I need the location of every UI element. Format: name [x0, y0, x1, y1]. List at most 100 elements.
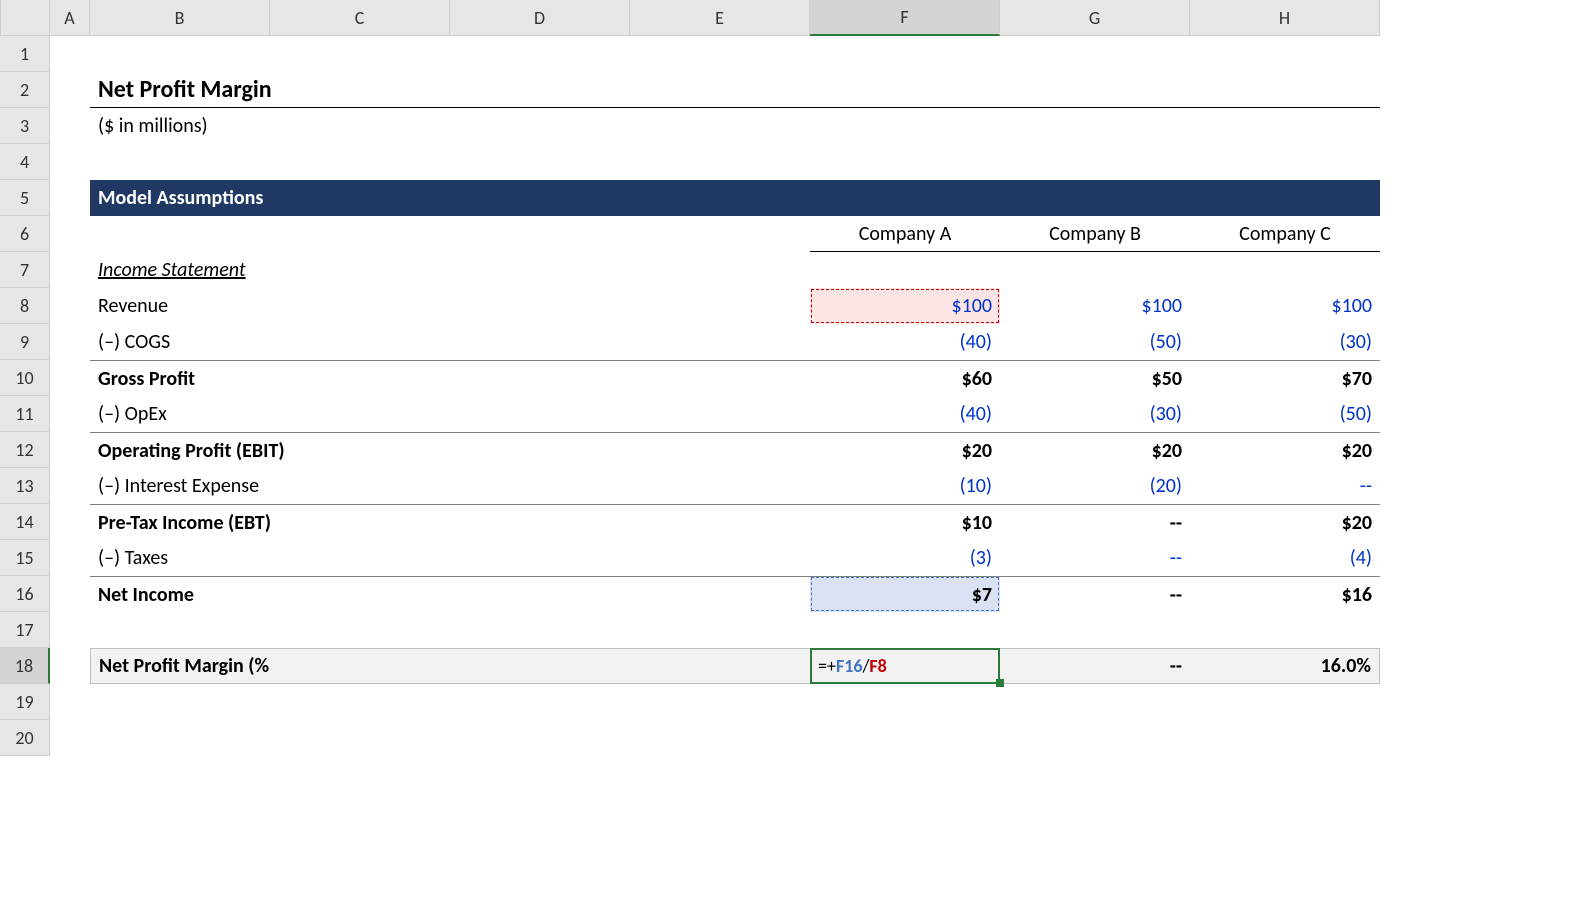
cell-E7[interactable] [630, 252, 810, 288]
cell-G2[interactable] [1000, 72, 1190, 108]
cell-A14[interactable] [50, 504, 90, 540]
cell-A5[interactable] [50, 180, 90, 216]
cell-E17[interactable] [630, 612, 810, 648]
cell-H2[interactable] [1190, 72, 1380, 108]
cell-H17[interactable] [1190, 612, 1380, 648]
cell-H19[interactable] [1190, 684, 1380, 720]
col-header-B[interactable]: B [90, 0, 270, 36]
cell-C10[interactable] [270, 360, 450, 396]
ebt-label[interactable]: Pre-Tax Income (EBT) [90, 504, 270, 540]
cell-C15[interactable] [270, 540, 450, 576]
cell-F13[interactable]: (10) [810, 468, 1000, 504]
cell-A3[interactable] [50, 108, 90, 144]
row-header-17[interactable]: 17 [0, 612, 50, 648]
cell-C7[interactable] [270, 252, 450, 288]
subtitle-cell[interactable]: ($ in millions) [90, 108, 270, 144]
cell-F20[interactable] [810, 720, 1000, 756]
cell-C12[interactable] [270, 432, 450, 468]
cell-C4[interactable] [270, 144, 450, 180]
row-header-9[interactable]: 9 [0, 324, 50, 360]
cell-H5[interactable] [1190, 180, 1380, 216]
cell-D6[interactable] [450, 216, 630, 252]
cell-D16[interactable] [450, 576, 630, 612]
cell-G9[interactable]: (50) [1000, 324, 1190, 360]
row-header-8[interactable]: 8 [0, 288, 50, 324]
intexp-label[interactable]: (–) Interest Expense [90, 468, 270, 504]
cell-A12[interactable] [50, 432, 90, 468]
cell-C20[interactable] [270, 720, 450, 756]
cell-E15[interactable] [630, 540, 810, 576]
row-header-15[interactable]: 15 [0, 540, 50, 576]
cell-A10[interactable] [50, 360, 90, 396]
cell-B20[interactable] [90, 720, 270, 756]
cell-C1[interactable] [270, 36, 450, 72]
cell-D5[interactable] [450, 180, 630, 216]
row-header-5[interactable]: 5 [0, 180, 50, 216]
cell-B19[interactable] [90, 684, 270, 720]
cell-H14[interactable]: $20 [1190, 504, 1380, 540]
income-statement-label[interactable]: Income Statement [90, 252, 270, 288]
company-c-header[interactable]: Company C [1190, 216, 1380, 252]
cell-F19[interactable] [810, 684, 1000, 720]
row-header-4[interactable]: 4 [0, 144, 50, 180]
cell-A13[interactable] [50, 468, 90, 504]
row-header-19[interactable]: 19 [0, 684, 50, 720]
cell-D17[interactable] [450, 612, 630, 648]
cell-C17[interactable] [270, 612, 450, 648]
cell-A18[interactable] [50, 648, 90, 684]
cell-G3[interactable] [1000, 108, 1190, 144]
cell-H15[interactable]: (4) [1190, 540, 1380, 576]
cell-E11[interactable] [630, 396, 810, 432]
cell-B4[interactable] [90, 144, 270, 180]
cell-A7[interactable] [50, 252, 90, 288]
cell-E19[interactable] [630, 684, 810, 720]
company-b-header[interactable]: Company B [1000, 216, 1190, 252]
row-header-16[interactable]: 16 [0, 576, 50, 612]
cell-D15[interactable] [450, 540, 630, 576]
col-header-G[interactable]: G [1000, 0, 1190, 36]
gross-profit-label[interactable]: Gross Profit [90, 360, 270, 396]
cogs-label[interactable]: (–) COGS [90, 324, 270, 360]
cell-G8[interactable]: $100 [1000, 288, 1190, 324]
row-header-20[interactable]: 20 [0, 720, 50, 756]
cell-D2[interactable] [450, 72, 630, 108]
cell-G16[interactable]: -- [1000, 576, 1190, 612]
cell-G12[interactable]: $20 [1000, 432, 1190, 468]
cell-G15[interactable]: -- [1000, 540, 1190, 576]
cell-F14[interactable]: $10 [810, 504, 1000, 540]
cell-H13[interactable]: -- [1190, 468, 1380, 504]
opex-label[interactable]: (–) OpEx [90, 396, 270, 432]
row-header-13[interactable]: 13 [0, 468, 50, 504]
cell-F3[interactable] [810, 108, 1000, 144]
cell-D1[interactable] [450, 36, 630, 72]
cell-F8[interactable]: $100 [810, 288, 1000, 324]
cell-F10[interactable]: $60 [810, 360, 1000, 396]
col-header-D[interactable]: D [450, 0, 630, 36]
cell-C19[interactable] [270, 684, 450, 720]
cell-E8[interactable] [630, 288, 810, 324]
cell-C14[interactable] [270, 504, 450, 540]
cell-G7[interactable] [1000, 252, 1190, 288]
cell-G20[interactable] [1000, 720, 1190, 756]
cell-F4[interactable] [810, 144, 1000, 180]
cell-A9[interactable] [50, 324, 90, 360]
cell-C3[interactable] [270, 108, 450, 144]
cell-F15[interactable]: (3) [810, 540, 1000, 576]
select-all-corner[interactable] [0, 0, 50, 36]
row-header-11[interactable]: 11 [0, 396, 50, 432]
row-header-14[interactable]: 14 [0, 504, 50, 540]
cell-D9[interactable] [450, 324, 630, 360]
cell-D19[interactable] [450, 684, 630, 720]
cell-A4[interactable] [50, 144, 90, 180]
cell-D11[interactable] [450, 396, 630, 432]
cell-H4[interactable] [1190, 144, 1380, 180]
row-header-10[interactable]: 10 [0, 360, 50, 396]
cell-C5[interactable] [270, 180, 450, 216]
cell-H11[interactable]: (50) [1190, 396, 1380, 432]
cell-A8[interactable] [50, 288, 90, 324]
col-header-E[interactable]: E [630, 0, 810, 36]
cell-C18[interactable] [270, 648, 450, 684]
cell-G1[interactable] [1000, 36, 1190, 72]
row-header-6[interactable]: 6 [0, 216, 50, 252]
col-header-F[interactable]: F [810, 0, 1000, 36]
